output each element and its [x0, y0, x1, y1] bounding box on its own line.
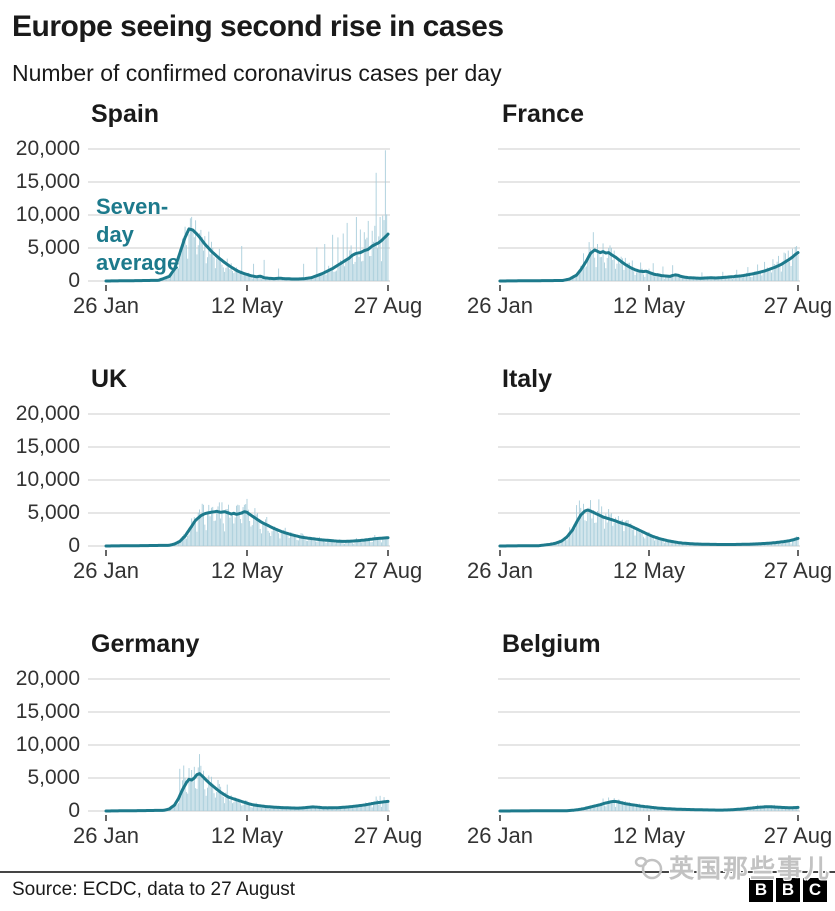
chart-title-spain: Spain	[91, 100, 160, 128]
x-tick-label: 12 May	[612, 558, 686, 583]
x-tick-label: 27 Aug	[353, 558, 423, 583]
y-tick-label: 5,000	[27, 501, 80, 524]
plot-area: 26 Jan 12 May 27 Aug	[467, 143, 832, 319]
chart-body-italy: 26 Jan 12 May 27 Aug	[467, 408, 835, 584]
chart-uk: UK 20,000 15,000 10,000 5,000 0 26 Jan 1…	[0, 365, 422, 584]
bbc-logo: B B C	[749, 878, 827, 902]
y-tick-label: 10,000	[15, 733, 80, 756]
chart-spain: Spain 20,000 15,000 10,000 5,000 0 26 Ja…	[0, 100, 422, 319]
y-tick-label: 15,000	[15, 170, 80, 193]
y-tick-label: 15,000	[15, 435, 80, 458]
plot-spain	[88, 148, 390, 291]
chart-france: France 26 Jan 12 May 27 Aug	[467, 100, 835, 319]
x-tick-label: 27 Aug	[763, 293, 833, 318]
y-axis-labels: 20,000 15,000 10,000 5,000 0	[0, 138, 88, 293]
x-tick-label: 26 Jan	[466, 558, 534, 583]
chart-body-uk: 20,000 15,000 10,000 5,000 0 26 Jan 12 M…	[0, 403, 422, 584]
charts-grid: Spain 20,000 15,000 10,000 5,000 0 26 Ja…	[0, 100, 835, 849]
y-tick-label: 20,000	[15, 137, 80, 160]
chart-title-italy: Italy	[502, 365, 553, 393]
chart-body-germany: 20,000 15,000 10,000 5,000 0 26 Jan 12 M…	[0, 668, 422, 849]
footer: Source: ECDC, data to 27 August B B C	[0, 871, 835, 902]
annotation-line: average	[96, 250, 180, 275]
plot-germany	[88, 678, 390, 821]
x-axis-labels: 26 Jan 12 May 27 Aug	[467, 558, 832, 584]
x-tick-label: 12 May	[210, 293, 284, 318]
x-tick-label: 26 Jan	[466, 293, 534, 318]
chart-body-france: 26 Jan 12 May 27 Aug	[467, 143, 835, 319]
y-tick-label: 10,000	[15, 203, 80, 226]
x-tick-label: 27 Aug	[353, 823, 423, 848]
plot-area: 26 Jan 12 May 27 Aug Seven- day average	[73, 143, 422, 319]
y-tick-label: 0	[68, 534, 80, 557]
page-title: Europe seeing second rise in cases	[12, 10, 504, 43]
x-axis-labels: 26 Jan 12 May 27 Aug	[73, 558, 422, 584]
chart-title-france: France	[502, 100, 584, 128]
bbc-logo-block: B	[749, 878, 773, 902]
annotation-line: Seven-	[96, 194, 169, 219]
plot-area: 26 Jan 12 May 27 Aug	[73, 408, 422, 584]
x-tick-label: 27 Aug	[763, 558, 833, 583]
plot-area: 26 Jan 12 May 27 Aug	[467, 673, 832, 849]
y-axis-labels: 20,000 15,000 10,000 5,000 0	[0, 668, 88, 823]
x-tick-label: 12 May	[210, 558, 284, 583]
x-tick-label: 26 Jan	[72, 823, 140, 848]
y-tick-label: 20,000	[15, 402, 80, 425]
plot-area: 26 Jan 12 May 27 Aug	[467, 408, 832, 584]
page-subtitle: Number of confirmed coronavirus cases pe…	[12, 60, 502, 86]
annotation-line: day	[96, 222, 134, 247]
bbc-logo-block: C	[803, 878, 827, 902]
plot-belgium	[498, 678, 800, 821]
y-tick-label: 20,000	[15, 667, 80, 690]
x-axis-labels: 26 Jan 12 May 27 Aug	[73, 823, 422, 849]
plot-uk	[88, 413, 390, 556]
y-tick-label: 15,000	[15, 700, 80, 723]
plot-france	[498, 148, 800, 291]
y-axis-labels: 20,000 15,000 10,000 5,000 0	[0, 403, 88, 558]
y-tick-label: 0	[68, 269, 80, 292]
x-tick-label: 26 Jan	[72, 558, 140, 583]
y-tick-label: 10,000	[15, 468, 80, 491]
x-tick-label: 12 May	[210, 823, 284, 848]
x-axis-labels: 26 Jan 12 May 27 Aug	[467, 293, 832, 319]
y-tick-label: 5,000	[27, 766, 80, 789]
chart-title-germany: Germany	[91, 630, 200, 658]
chart-italy: Italy 26 Jan 12 May 27 Aug	[467, 365, 835, 584]
y-tick-label: 5,000	[27, 236, 80, 259]
plot-italy	[498, 413, 800, 556]
x-axis-labels: 26 Jan 12 May 27 Aug	[467, 823, 832, 849]
x-axis-labels: 26 Jan 12 May 27 Aug	[73, 293, 422, 319]
chart-belgium: Belgium 26 Jan 12 May 27 Aug	[467, 630, 835, 849]
x-tick-label: 27 Aug	[353, 293, 423, 318]
source-note: Source: ECDC, data to 27 August	[12, 879, 296, 900]
seven-day-average-label: Seven- day average	[96, 193, 179, 277]
chart-germany: Germany 20,000 15,000 10,000 5,000 0 26 …	[0, 630, 422, 849]
chart-body-spain: 20,000 15,000 10,000 5,000 0 26 Jan 12 M…	[0, 138, 422, 319]
chart-body-belgium: 26 Jan 12 May 27 Aug	[467, 673, 835, 849]
x-tick-label: 27 Aug	[763, 823, 833, 848]
x-tick-label: 12 May	[612, 293, 686, 318]
chart-title-uk: UK	[91, 365, 128, 393]
x-tick-label: 26 Jan	[466, 823, 534, 848]
chart-title-belgium: Belgium	[502, 630, 601, 658]
y-tick-label: 0	[68, 799, 80, 822]
x-tick-label: 12 May	[612, 823, 686, 848]
bbc-logo-block: B	[776, 878, 800, 902]
x-tick-label: 26 Jan	[72, 293, 140, 318]
plot-area: 26 Jan 12 May 27 Aug	[73, 673, 422, 849]
